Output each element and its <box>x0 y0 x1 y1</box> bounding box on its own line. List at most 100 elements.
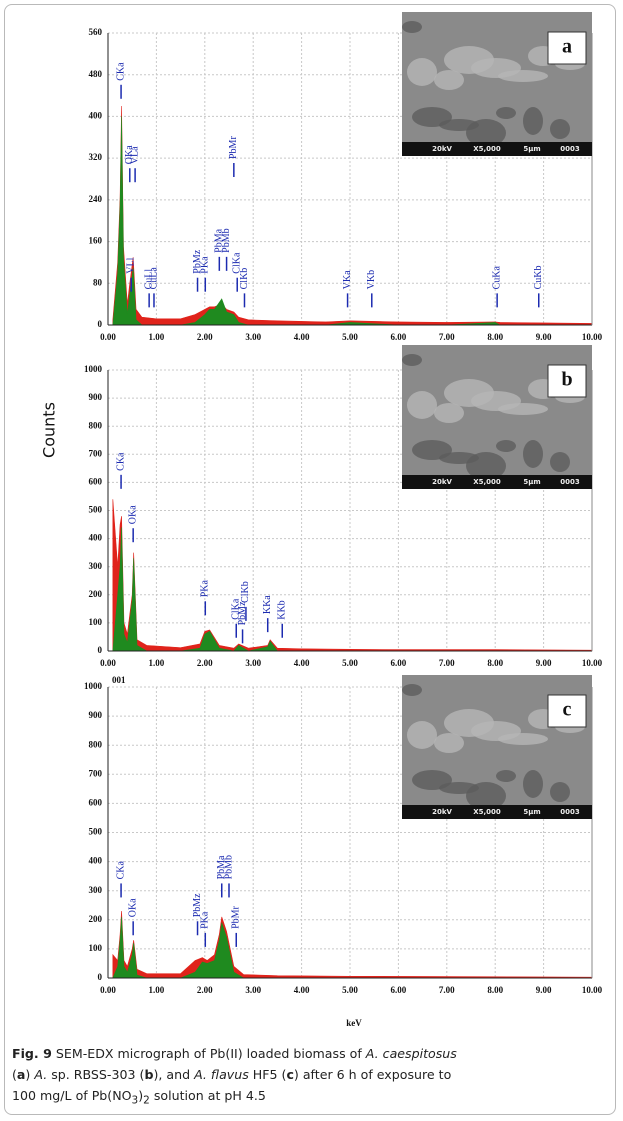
sem-texture <box>412 770 452 790</box>
peak-label: CuKa <box>491 265 502 289</box>
sem-texture <box>407 391 437 419</box>
peak-label: OKa <box>124 145 135 164</box>
x-tick-label: 3.00 <box>245 658 261 668</box>
y-tick-label: 100 <box>89 617 103 627</box>
peak-label: VKa <box>342 270 353 289</box>
sem-scale-text: 0003 <box>560 478 580 486</box>
sem-texture <box>434 403 464 423</box>
y-tick-label: 500 <box>89 827 103 837</box>
y-tick-label: 240 <box>89 194 103 204</box>
caption-text: HF5 ( <box>248 1067 287 1082</box>
caption-text: SEM-EDX micrograph of Pb(II) loaded biom… <box>51 1046 366 1061</box>
sem-texture <box>550 782 570 802</box>
peak-label: ClKb <box>240 581 251 603</box>
sem-texture <box>402 354 422 366</box>
x-tick-label: 3.00 <box>245 985 261 995</box>
x-tick-label: 7.00 <box>439 332 455 342</box>
peak-label: OKa <box>127 505 138 524</box>
sem-texture <box>434 733 464 753</box>
y-axis-label: Counts <box>40 402 59 458</box>
figure: Counts keV 0 80 160 240 320 400 480 560 0.00 1.00… <box>40 12 603 1028</box>
x-tick-label: 1.00 <box>149 332 165 342</box>
peak-label: VKb <box>366 270 377 289</box>
sem-texture <box>496 107 516 119</box>
x-tick-label: 5.00 <box>342 985 358 995</box>
x-tick-label: 1.00 <box>149 658 165 668</box>
peak-label: VLa <box>129 146 140 164</box>
y-tick-label: 600 <box>89 797 103 807</box>
sem-scale-text: 20kV <box>432 808 452 816</box>
caption-text: ) after 6 h of exposure to <box>293 1067 452 1082</box>
y-tick-label: 800 <box>89 420 103 430</box>
caption-text: ), and <box>153 1067 195 1082</box>
spectrum-area <box>112 527 592 652</box>
x-tick-label: 0.00 <box>100 985 116 995</box>
x-tick-label: 5.00 <box>342 332 358 342</box>
sem-inset: 20kV X5,000 5µm 0003 <box>402 675 592 819</box>
x-tick-label: 6.00 <box>391 658 407 668</box>
spectrum-area <box>112 499 593 652</box>
caption-text: 100 mg/L of Pb(NO <box>12 1088 132 1103</box>
sem-texture <box>412 440 452 460</box>
y-tick-label: 1000 <box>84 681 103 691</box>
frame <box>4 4 616 1115</box>
y-tick-label: 800 <box>89 739 103 749</box>
x-tick-label: 4.00 <box>294 658 310 668</box>
y-tick-label: 0 <box>98 319 103 329</box>
peak-label: CKa <box>115 62 126 81</box>
caption-text: A. flavus <box>194 1067 249 1082</box>
y-tick-label: 320 <box>89 152 103 162</box>
x-tick-label: 6.00 <box>391 332 407 342</box>
caption-text: A. caespitosus <box>365 1046 457 1061</box>
x-tick-label: 8.00 <box>487 658 503 668</box>
x-tick-label: 8.00 <box>487 985 503 995</box>
y-tick-label: 900 <box>89 710 103 720</box>
sem-texture <box>434 70 464 90</box>
caption-text: 3 <box>131 1094 139 1107</box>
x-tick-label: 0.00 <box>100 332 116 342</box>
sem-texture <box>523 440 543 468</box>
peak-label: PbMa <box>216 855 227 879</box>
sem-texture <box>550 452 570 472</box>
caption-text: 2 <box>143 1094 150 1107</box>
y-tick-label: 700 <box>89 448 103 458</box>
spectrum-area <box>112 916 592 979</box>
y-tick-label: 200 <box>89 589 103 599</box>
sem-texture <box>407 721 437 749</box>
sem-scale-text: 5µm <box>523 145 540 153</box>
sem-bar <box>402 142 592 156</box>
panel-label-box <box>547 31 587 65</box>
y-tick-label: 400 <box>89 856 103 866</box>
y-tick-label: 400 <box>89 533 103 543</box>
sem-bar <box>402 475 592 489</box>
sem-texture <box>444 46 494 74</box>
y-tick-label: 480 <box>89 69 103 79</box>
panel-label-box <box>547 694 587 728</box>
caption-text: ) <box>138 1088 144 1103</box>
y-tick-label: 560 <box>89 27 103 37</box>
x-tick-label: 10.00 <box>582 985 603 995</box>
peak-label: KKb <box>277 600 288 619</box>
peak-label: PbMz <box>192 249 203 273</box>
peak-label: CKa <box>115 861 126 880</box>
panel-label: c <box>563 699 572 721</box>
sem-texture <box>402 21 422 33</box>
caption-text: c <box>286 1067 294 1082</box>
corner-note: 001 <box>112 675 126 685</box>
sem-bar <box>402 805 592 819</box>
peak-label: VLl <box>126 257 137 273</box>
x-tick-label: 10.00 <box>582 658 603 668</box>
x-tick-label: 1.00 <box>149 985 165 995</box>
sem-scale-text: 5µm <box>523 808 540 816</box>
panel-label-box <box>547 364 587 398</box>
x-tick-label: 2.00 <box>197 658 213 668</box>
caption-fig: Fig. 9 <box>12 1046 52 1061</box>
peak-label: PbMr <box>231 905 242 928</box>
peak-label: PbMa <box>214 228 225 252</box>
x-tick-label: 4.00 <box>294 332 310 342</box>
sem-texture <box>412 107 452 127</box>
sem-scale-text: X5,000 <box>473 808 501 816</box>
peak-label: PKa <box>200 911 211 929</box>
x-axis-label: keV <box>346 1018 362 1028</box>
x-tick-label: 6.00 <box>391 985 407 995</box>
